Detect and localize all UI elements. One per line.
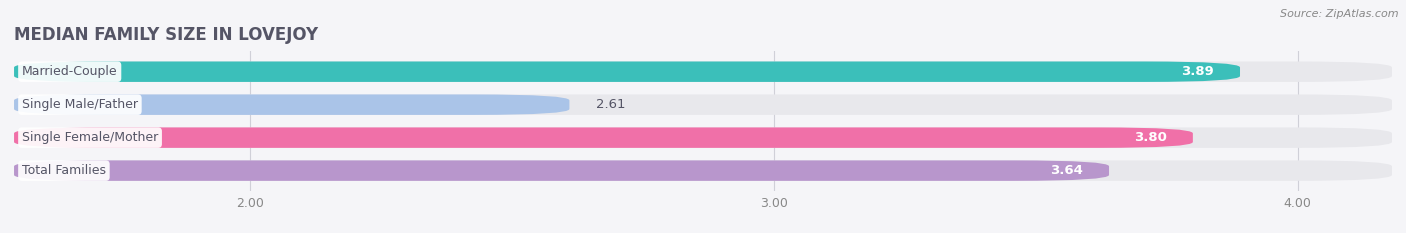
Text: 3.89: 3.89	[1181, 65, 1213, 78]
FancyBboxPatch shape	[14, 62, 1392, 82]
Text: Total Families: Total Families	[22, 164, 105, 177]
FancyBboxPatch shape	[14, 160, 1392, 181]
FancyBboxPatch shape	[14, 127, 1192, 148]
Text: Married-Couple: Married-Couple	[22, 65, 118, 78]
Text: Source: ZipAtlas.com: Source: ZipAtlas.com	[1281, 9, 1399, 19]
Text: 3.80: 3.80	[1133, 131, 1167, 144]
FancyBboxPatch shape	[14, 127, 1392, 148]
Text: 2.61: 2.61	[596, 98, 626, 111]
Text: MEDIAN FAMILY SIZE IN LOVEJOY: MEDIAN FAMILY SIZE IN LOVEJOY	[14, 26, 318, 44]
FancyBboxPatch shape	[14, 62, 1240, 82]
FancyBboxPatch shape	[14, 160, 1109, 181]
FancyBboxPatch shape	[14, 94, 569, 115]
Text: 3.64: 3.64	[1050, 164, 1083, 177]
Text: Single Male/Father: Single Male/Father	[22, 98, 138, 111]
Text: Single Female/Mother: Single Female/Mother	[22, 131, 157, 144]
FancyBboxPatch shape	[14, 94, 1392, 115]
